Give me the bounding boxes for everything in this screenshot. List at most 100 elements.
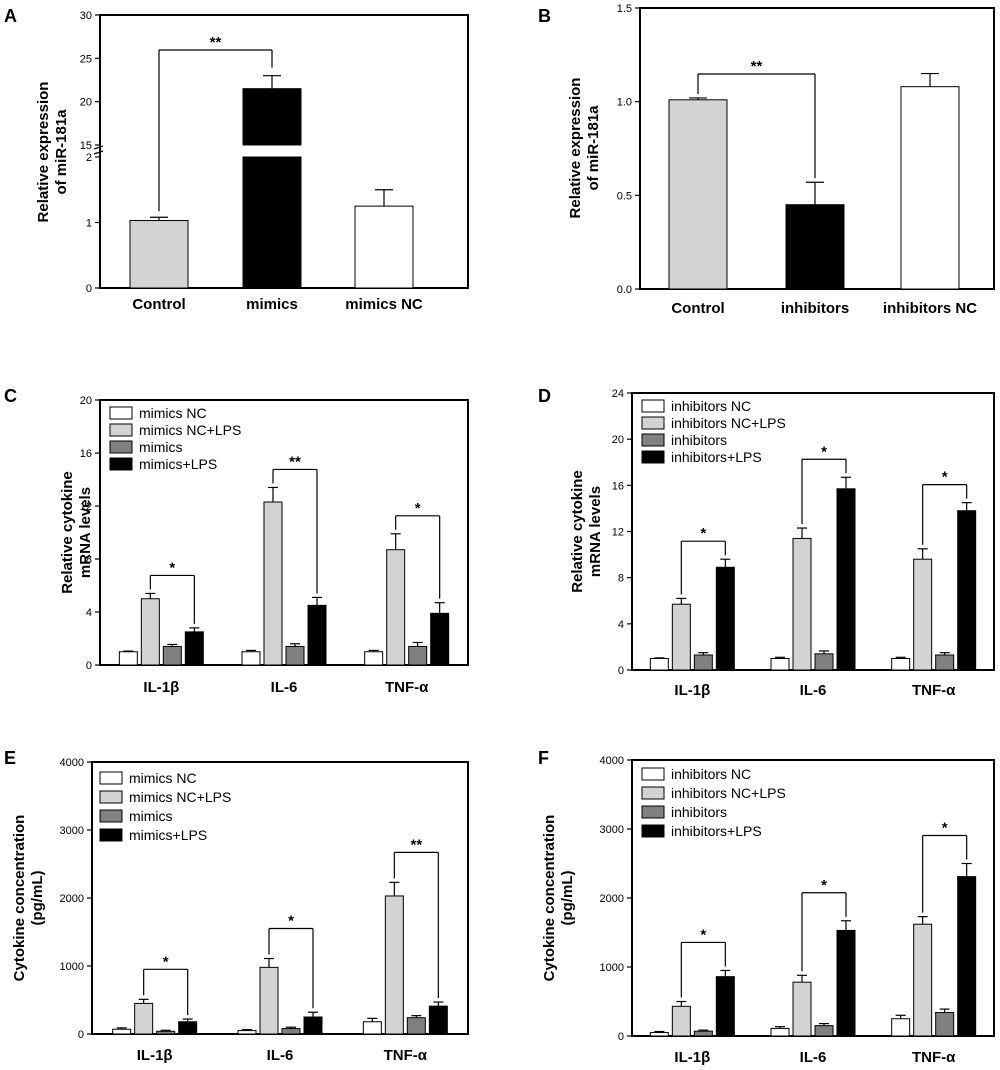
panel-e-ytick-label: 2000 xyxy=(60,893,84,905)
panel-d-bar-inhibitors-nc-lps-0 xyxy=(671,603,691,671)
panel-c-bar-mimics-lps-1 xyxy=(307,604,327,666)
panel-a-bar-mimics-upper xyxy=(242,88,302,146)
panel-f-bar-inhibitors-nc-0 xyxy=(649,1032,669,1037)
panel-e-bar-mimics-nc-2 xyxy=(362,1021,382,1035)
panel-f-ytick-label: 3000 xyxy=(600,824,624,836)
panel-d-ytick-label: 16 xyxy=(612,480,624,492)
panel-f-sig-label: * xyxy=(700,926,706,943)
panel-f-frame xyxy=(631,759,995,1037)
panel-c-sig-label: ** xyxy=(289,453,301,470)
panel-b-xtick-label: inhibitors xyxy=(781,300,849,317)
panel-c-legend-label: mimics NC xyxy=(139,405,207,421)
panel-e-bar-mimics-nc-lps-2 xyxy=(384,895,404,1035)
panel-d-sig-label: * xyxy=(700,525,706,542)
panel-d-ytick-label: 8 xyxy=(618,573,624,585)
panel-c-bar-mimics-2 xyxy=(408,645,428,666)
panel-c-ytick-label: 4 xyxy=(86,607,92,619)
panel-e-ytick-label: 0 xyxy=(78,1029,84,1041)
panel-d-ytick-label: 12 xyxy=(612,527,624,539)
panel-e-sig-label: * xyxy=(163,953,169,970)
panel-b-ylabel-line: of miR-181a xyxy=(585,105,602,191)
panel-e-legend-swatch xyxy=(99,790,123,804)
panel-f-sig-label: * xyxy=(942,820,948,837)
panel-f-ylabel: Cytokine concentration(pg/mL) xyxy=(541,815,576,982)
panel-c-legend-swatch xyxy=(109,457,133,471)
panel-d-bar-inhibitors-nc-lps-1 xyxy=(792,537,812,671)
panel-b-ylabel: Relative expressionof miR-181a xyxy=(567,78,602,219)
panel-c-bar-mimics-nc-2 xyxy=(364,651,384,666)
panel-f-bar-inhibitors-2 xyxy=(935,1012,955,1037)
panel-f-bar-inhibitors-nc-lps-2 xyxy=(913,923,933,1037)
panel-e-bar-mimics-lps-1 xyxy=(303,1016,323,1035)
panel-a-xtick-label: Control xyxy=(132,296,185,313)
panel-c-bar-mimics-1 xyxy=(285,645,305,666)
panel-c-xtick-label: IL-1β xyxy=(143,679,179,696)
panel-c-sig-label: * xyxy=(169,559,175,576)
panel-d-legend-label: inhibitors+LPS xyxy=(671,449,762,465)
panel-c-ytick-label: 20 xyxy=(80,395,92,407)
panel-e-legend-label: mimics+LPS xyxy=(129,827,207,843)
panel-c-ytick-label: 12 xyxy=(80,501,92,513)
panel-f-legend-swatch xyxy=(641,805,665,819)
panel-e-sig-label: ** xyxy=(410,836,422,853)
panel-e-legend-swatch xyxy=(99,771,123,785)
panel-a-axis-break-mark xyxy=(93,145,104,150)
panel-c-bar-mimics-nc-lps-1 xyxy=(263,501,283,666)
panel-e-ytick-label: 1000 xyxy=(60,961,84,973)
panel-d-ytick-label: 20 xyxy=(612,434,624,446)
panel-b-ytick-label: 1.5 xyxy=(617,3,632,15)
panel-b-bar-inhibitors-nc xyxy=(900,86,960,290)
panel-e-ylabel-line: Cytokine concentration xyxy=(11,815,28,982)
panel-e-legend-label: mimics xyxy=(129,808,173,824)
panel-d-ylabel: Relative cytokinemRNA levels xyxy=(569,470,604,593)
panel-a-xtick-label: mimics NC xyxy=(345,296,423,313)
panel-a-bar-mimics-nc xyxy=(354,205,414,289)
panel-e-xtick-label: IL-6 xyxy=(267,1047,294,1064)
panel-c-legend-swatch xyxy=(109,406,133,420)
panel-a-bar-mimics-lower xyxy=(242,156,302,289)
panel-d-xtick-label: IL-6 xyxy=(800,682,827,699)
panel-e-ytick-label: 3000 xyxy=(60,825,84,837)
panel-f-legend-swatch xyxy=(641,824,665,838)
panel-e-xtick-label: TNF-α xyxy=(384,1047,428,1064)
panel-b-bar-inhibitors xyxy=(785,204,845,290)
panel-f-xtick-label: IL-6 xyxy=(800,1049,827,1066)
panel-d-legend-swatch xyxy=(641,399,665,413)
panel-d-xtick-label: IL-1β xyxy=(674,682,710,699)
panel-a-ytick-label: 2 xyxy=(86,152,92,164)
panel-e-bar-mimics-nc-lps-0 xyxy=(134,1002,154,1035)
panel-a-ytick-label: 30 xyxy=(80,10,92,22)
panel-d-legend-label: inhibitors xyxy=(671,432,727,448)
panel-d-bar-inhibitors-nc-2 xyxy=(891,657,911,671)
panel-d-ylabel-line: Relative cytokine xyxy=(569,470,586,593)
panel-c-bar-mimics-nc-lps-2 xyxy=(386,549,406,666)
panel-e-legend-label: mimics NC xyxy=(129,770,197,786)
panel-f-bar-inhibitors-lps-1 xyxy=(836,929,856,1037)
panel-e-sig-label: * xyxy=(288,913,294,930)
panel-d-bar-inhibitors-lps-0 xyxy=(715,566,735,671)
panel-c-ylabel: Relative cytokinemRNA levels xyxy=(59,471,94,594)
panel-b-sig-label: ** xyxy=(751,58,763,75)
panel-a-ylabel-line: Relative expression xyxy=(35,82,52,223)
panel-d-legend-swatch xyxy=(641,450,665,464)
panel-c-ytick-label: 16 xyxy=(80,448,92,460)
panel-a-ytick-label: 20 xyxy=(80,97,92,109)
panel-e-bar-mimics-lps-2 xyxy=(428,1005,448,1035)
panel-letter-a: A xyxy=(4,6,17,26)
panel-letter-b: B xyxy=(538,6,551,26)
panel-d-xtick-label: TNF-α xyxy=(912,682,956,699)
panel-b-ytick-label: 0.0 xyxy=(617,284,632,296)
panel-a-xtick-label: mimics xyxy=(246,296,298,313)
panel-letter-f: F xyxy=(538,748,549,768)
panel-e-bar-mimics-nc-lps-1 xyxy=(259,966,279,1035)
panel-letter-c: C xyxy=(4,386,17,406)
panel-a-ylabel-line: of miR-181a xyxy=(53,109,70,195)
panel-f-bar-inhibitors-1 xyxy=(814,1025,834,1037)
panel-c-xtick-label: IL-6 xyxy=(271,679,298,696)
panel-d-bar-inhibitors-lps-1 xyxy=(836,488,856,671)
panel-c-frame xyxy=(99,399,469,666)
panel-f-bar-inhibitors-nc-lps-1 xyxy=(792,981,812,1037)
panel-f-sig-label: * xyxy=(821,877,827,894)
panel-f-xtick-label: IL-1β xyxy=(674,1049,710,1066)
panel-d-ytick-label: 24 xyxy=(612,388,624,400)
